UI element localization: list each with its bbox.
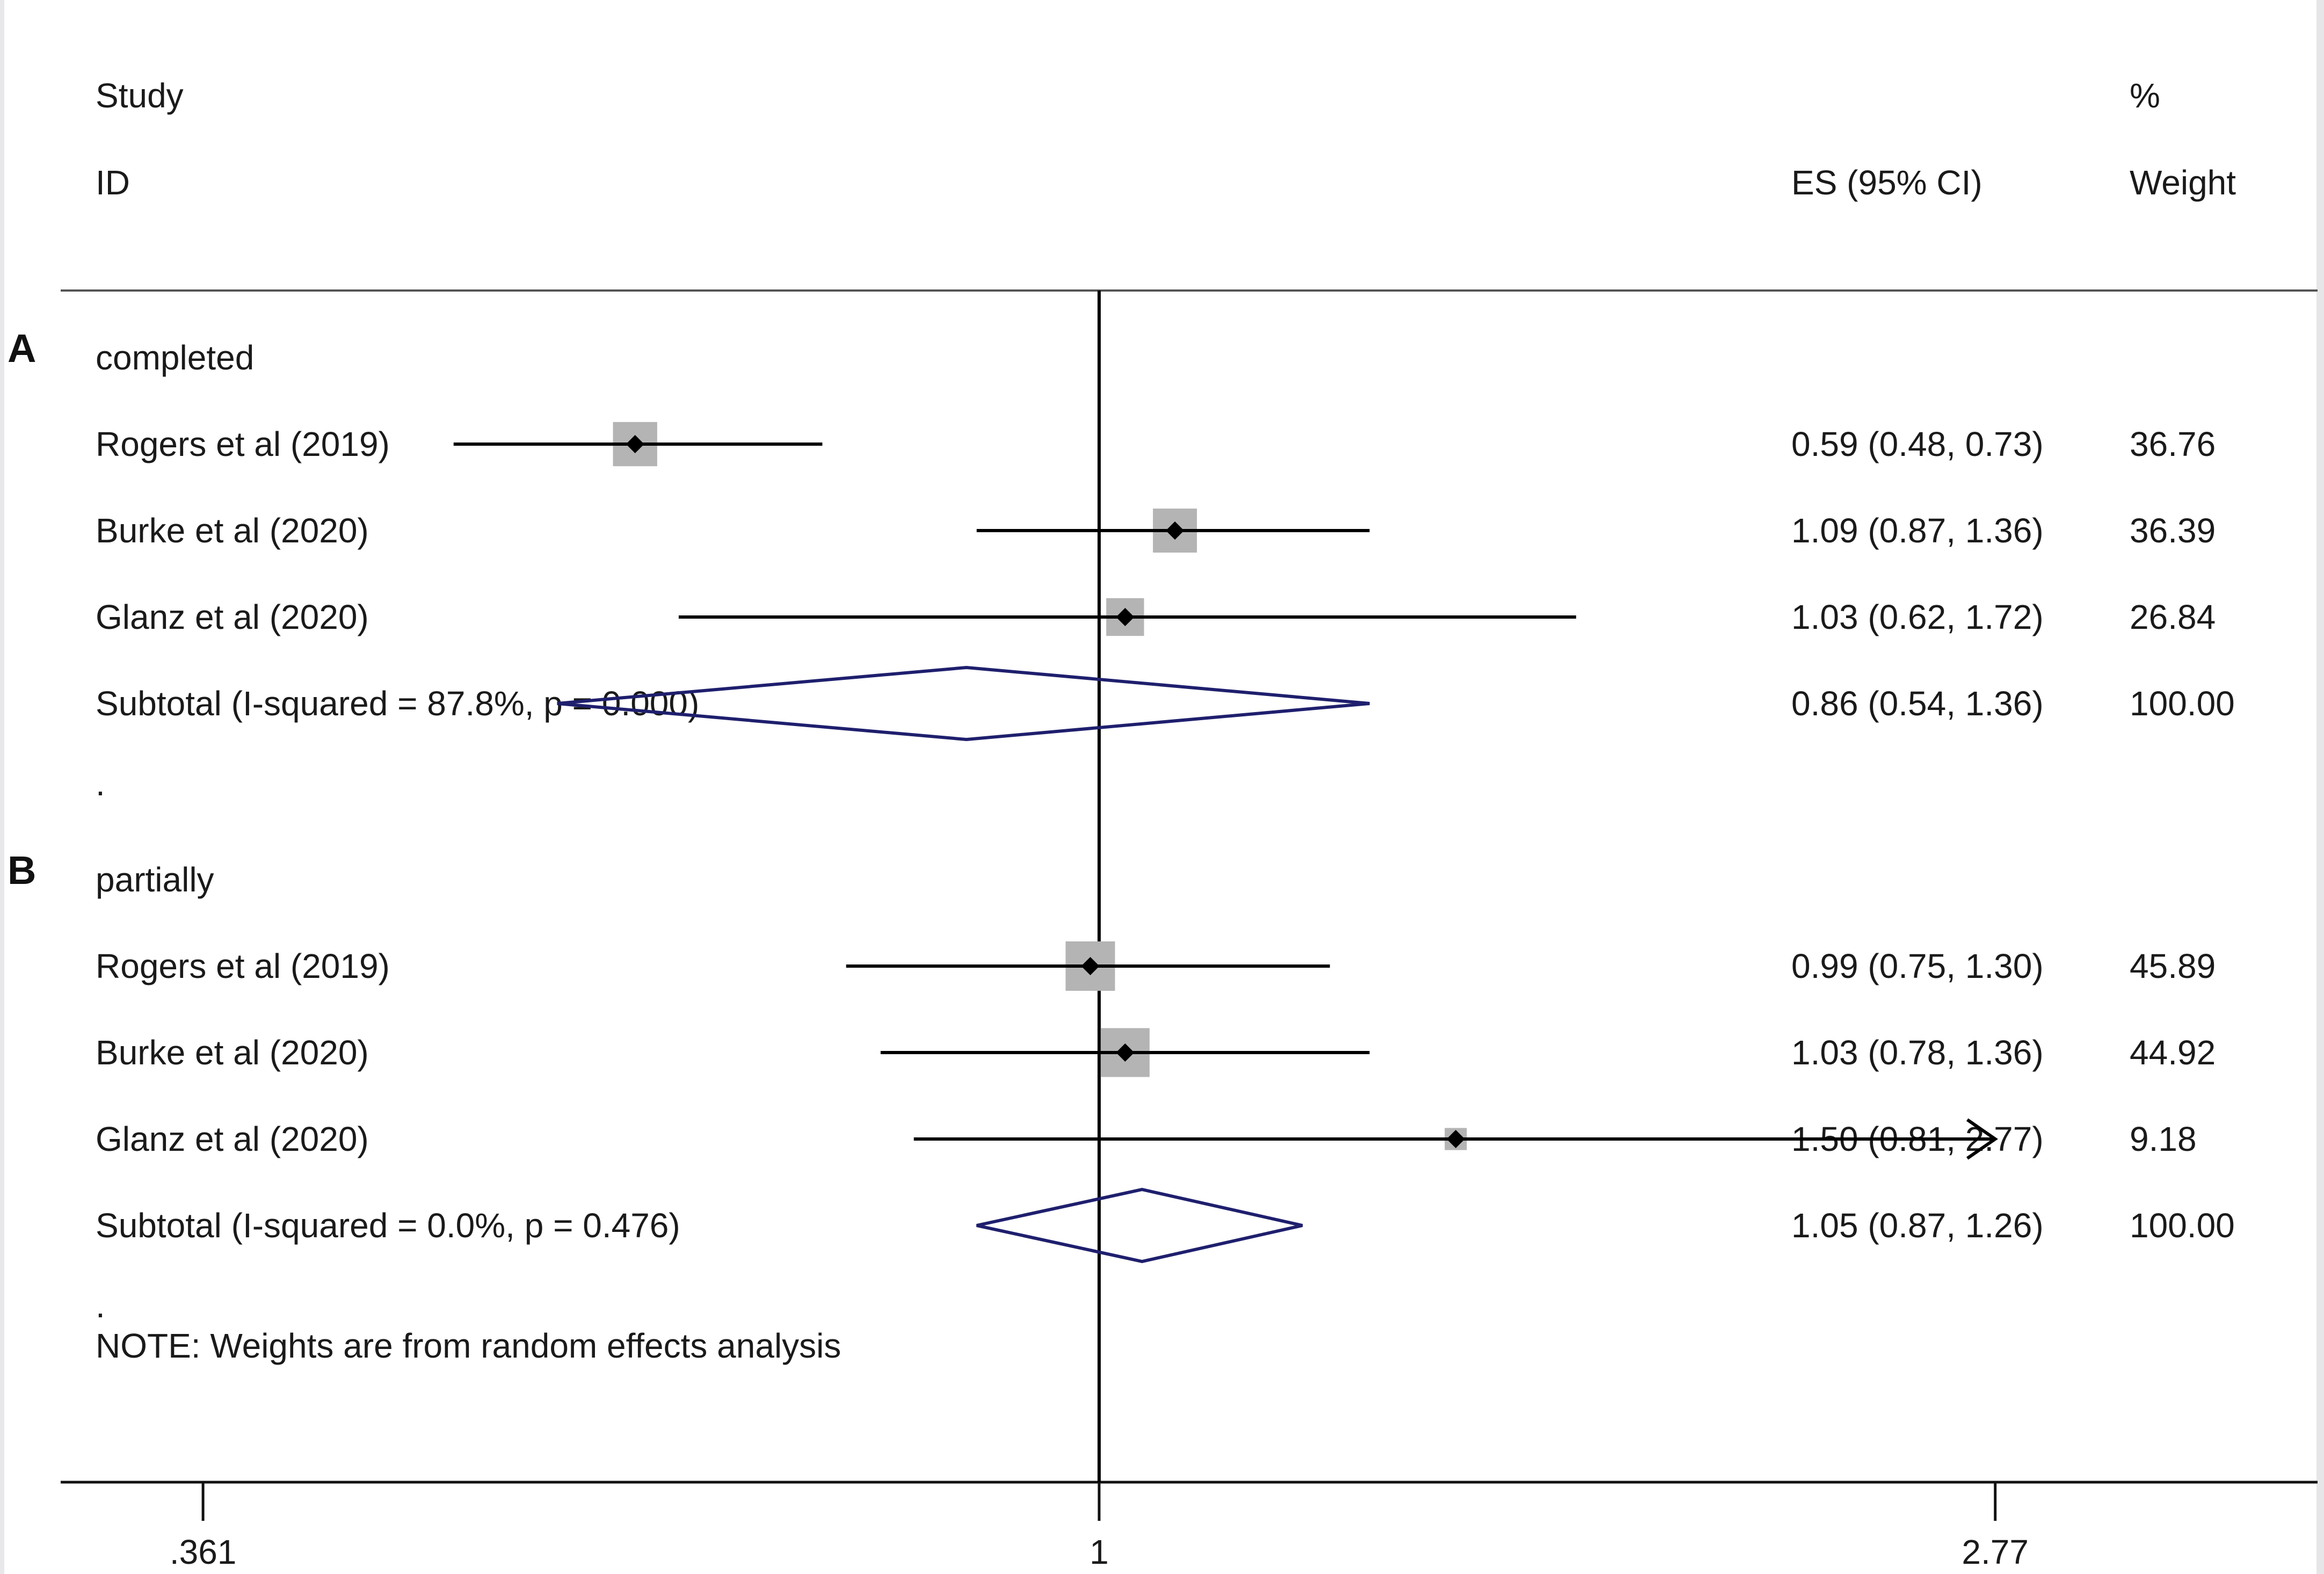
subtotal-label: Subtotal (I-squared = 0.0%, p = 0.476): [96, 1206, 680, 1245]
study-weight: 36.76: [2130, 425, 2216, 463]
group-separator: .: [96, 1286, 105, 1325]
plot-layer: .361 1 2.77 A completed Rogers et al (2019) 0.…: [8, 291, 2235, 1571]
study-label: Glanz et al (2020): [96, 598, 369, 636]
point-estimate: [1081, 957, 1100, 975]
study-es-ci: 0.99 (0.75, 1.30): [1791, 947, 2044, 985]
study-es-ci: 1.03 (0.62, 1.72): [1791, 598, 2044, 636]
study-weight: 44.92: [2130, 1033, 2216, 1072]
study-label: Rogers et al (2019): [96, 947, 390, 985]
subtotal-diamond: [557, 665, 1370, 742]
study-label: Rogers et al (2019): [96, 425, 390, 463]
subtotal-weight: 100.00: [2130, 1206, 2235, 1245]
study-label: Glanz et al (2020): [96, 1120, 369, 1158]
study-weight: 26.84: [2130, 598, 2216, 636]
study-label: Burke et al (2020): [96, 1033, 369, 1072]
group-heading: partially: [96, 860, 214, 899]
header-weight: Weight: [2130, 163, 2236, 202]
study-es-ci: 1.03 (0.78, 1.36): [1791, 1033, 2044, 1072]
subtotal-diamond: [976, 1187, 1303, 1264]
right-border: [2316, 0, 2324, 1574]
group-heading: completed: [96, 338, 254, 377]
study-weight: 9.18: [2130, 1120, 2197, 1158]
x-tick-label: 1: [1090, 1533, 1109, 1571]
study-es-ci: 0.59 (0.48, 0.73): [1791, 425, 2044, 463]
study-weight: 45.89: [2130, 947, 2216, 985]
header-es: ES (95% CI): [1791, 163, 1982, 202]
x-tick-label: .361: [170, 1533, 237, 1571]
point-estimate: [1166, 521, 1185, 540]
header-study: Study: [96, 76, 184, 115]
left-border: [0, 0, 4, 1574]
subtotal-label: Subtotal (I-squared = 87.8%, p = 0.000): [96, 684, 699, 723]
point-estimate: [1116, 1043, 1135, 1062]
point-estimate: [626, 435, 644, 453]
x-tick-label: 2.77: [1962, 1533, 2029, 1571]
header-percent: %: [2130, 76, 2160, 115]
study-es-ci: 1.09 (0.87, 1.36): [1791, 511, 2044, 550]
point-estimate: [1116, 608, 1135, 626]
group-separator: .: [96, 764, 105, 803]
subtotal-weight: 100.00: [2130, 684, 2235, 723]
point-estimate: [1447, 1130, 1465, 1148]
note-text: NOTE: Weights are from random effects an…: [96, 1326, 841, 1365]
study-weight: 36.39: [2130, 511, 2216, 550]
panel-label: B: [8, 848, 36, 893]
study-label: Burke et al (2020): [96, 511, 369, 550]
panel-label: A: [8, 326, 36, 371]
header-id: ID: [96, 163, 130, 202]
subtotal-es-ci: 0.86 (0.54, 1.36): [1791, 684, 2044, 723]
subtotal-es-ci: 1.05 (0.87, 1.26): [1791, 1206, 2044, 1245]
ci-arrow: [1966, 1118, 1998, 1160]
